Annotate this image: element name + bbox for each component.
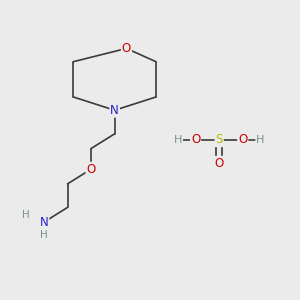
Text: O: O [86, 163, 96, 176]
Text: O: O [122, 42, 131, 55]
Text: H: H [40, 230, 48, 240]
Text: N: N [40, 216, 48, 229]
Text: O: O [238, 133, 248, 146]
Text: O: O [191, 133, 200, 146]
Text: N: N [110, 104, 119, 117]
Text: O: O [214, 157, 224, 170]
Text: H: H [22, 210, 30, 220]
Text: H: H [256, 135, 265, 145]
Text: H: H [174, 135, 182, 145]
Text: S: S [215, 133, 223, 146]
